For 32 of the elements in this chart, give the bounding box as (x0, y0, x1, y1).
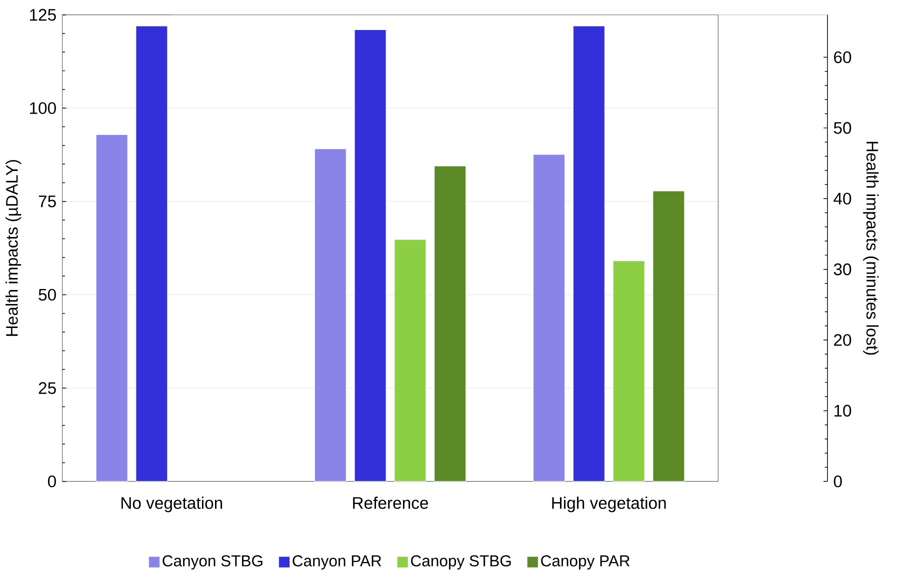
legend-label: Canopy STBG (411, 555, 511, 570)
legend-label: Canyon STBG (162, 555, 262, 570)
bar (96, 134, 128, 482)
bar (532, 154, 566, 482)
legend-label: Canyon PAR (292, 555, 382, 570)
x-tick-label: Reference (353, 496, 428, 509)
y2-tick-label: 60 (834, 51, 852, 64)
y2-axis-title: Health impacts (minutes lost) (863, 142, 879, 355)
y2-tick-label: 40 (834, 192, 852, 204)
y-axis-title: Health impacts (µDALY) (6, 160, 22, 336)
y2-tick-label: 0 (834, 475, 842, 488)
bar (652, 190, 685, 482)
y2-tick-label: 30 (834, 263, 852, 276)
x-tick-label: High vegetation (552, 496, 666, 512)
y2-tick-label: 10 (834, 404, 852, 417)
y-tick-label: 50 (38, 288, 56, 301)
legend-label: Canopy PAR (541, 555, 630, 570)
y2-tick-label: 50 (834, 122, 852, 134)
bar (314, 148, 346, 482)
bar (434, 166, 466, 482)
y-tick-label: 0 (48, 475, 56, 488)
y-tick-label: 75 (38, 196, 56, 208)
bar (136, 26, 168, 482)
bar (394, 239, 426, 482)
y-tick-label: 100 (30, 102, 56, 114)
y-tick-label: 25 (38, 382, 56, 394)
bar (572, 26, 605, 482)
bar (354, 29, 386, 482)
y-tick-label: 125 (30, 8, 56, 21)
bar (612, 260, 645, 482)
y2-tick-label: 20 (834, 334, 852, 346)
x-tick-label: No vegetation (122, 496, 222, 512)
